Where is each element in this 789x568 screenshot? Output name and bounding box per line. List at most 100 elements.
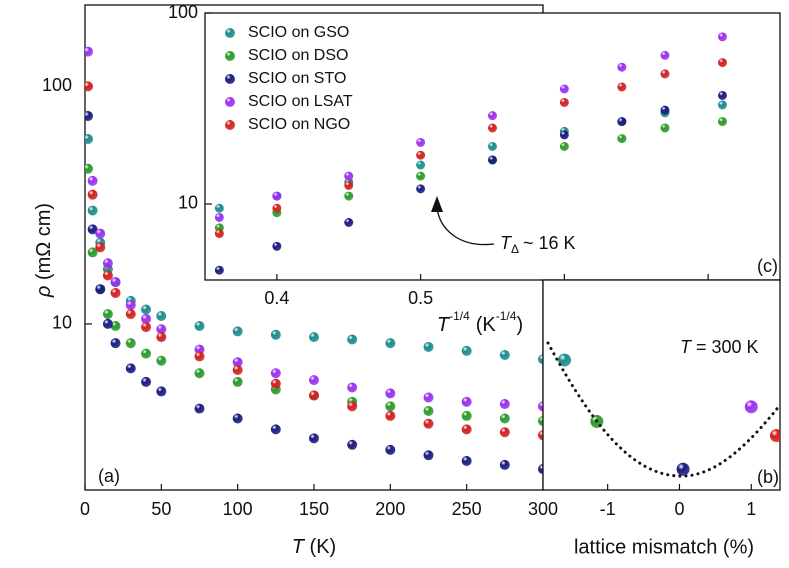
data-point <box>385 388 396 399</box>
data-point <box>156 332 167 343</box>
data-point <box>718 90 727 100</box>
data-point <box>214 229 224 239</box>
data-point <box>423 392 434 403</box>
data-point <box>125 309 136 320</box>
data-point <box>538 464 543 475</box>
y-tick-label: 10 <box>52 313 72 333</box>
data-point <box>232 364 243 375</box>
data-point <box>718 100 727 110</box>
data-point <box>156 310 167 321</box>
data-point <box>660 69 670 79</box>
data-point <box>95 242 106 253</box>
data-point <box>617 82 627 92</box>
data-point <box>87 175 98 186</box>
data-point <box>194 368 205 379</box>
data-point <box>461 455 472 466</box>
data-point <box>110 287 121 298</box>
data-point <box>102 270 113 281</box>
data-point <box>141 304 152 315</box>
data-point <box>194 403 205 414</box>
annotation: TΔ ~ 16 K <box>500 233 576 256</box>
data-point <box>538 354 543 365</box>
legend-marker <box>225 51 235 61</box>
panel-label: (c) <box>757 256 778 276</box>
data-point <box>769 429 780 443</box>
data-point <box>344 171 354 181</box>
y-tick-label: 100 <box>168 2 198 22</box>
legend-label: SCIO on GSO <box>248 24 349 41</box>
x-tick-label: 150 <box>299 499 329 519</box>
data-point <box>461 345 472 356</box>
data-point <box>125 338 136 349</box>
x-tick-label: 50 <box>151 499 171 519</box>
data-point <box>676 462 690 476</box>
data-point <box>85 163 94 174</box>
data-point <box>85 81 94 92</box>
data-point <box>744 400 758 414</box>
data-point <box>347 439 358 450</box>
data-point <box>461 410 472 421</box>
annotation-symbol: T <box>500 233 513 253</box>
data-point <box>102 318 113 329</box>
data-point <box>270 368 281 379</box>
legend-marker <box>225 120 235 130</box>
x-tick-label: 0.5 <box>408 288 433 308</box>
data-point <box>309 332 319 343</box>
data-point <box>559 97 569 107</box>
x-tick-label: 300 <box>528 499 558 519</box>
x-axis-title: lattice mismatch (%) <box>574 536 754 558</box>
data-point <box>102 309 113 320</box>
data-point <box>309 375 319 386</box>
data-point <box>194 351 205 362</box>
x-tick-label: 0 <box>80 499 90 519</box>
data-point <box>718 58 727 68</box>
data-point <box>156 355 167 366</box>
data-point <box>559 130 569 140</box>
data-point <box>95 284 106 295</box>
data-point <box>499 427 510 438</box>
data-point <box>270 378 281 389</box>
x-tick-label: 0 <box>674 499 684 519</box>
data-point <box>416 171 426 181</box>
data-point <box>85 111 94 122</box>
data-point <box>232 357 243 368</box>
data-point <box>87 224 98 235</box>
data-point <box>416 150 426 160</box>
data-point <box>110 338 121 349</box>
data-point <box>85 46 94 57</box>
legend-marker <box>225 74 235 84</box>
data-point <box>214 203 224 213</box>
data-point <box>141 348 152 359</box>
panel-label: (a) <box>98 466 120 486</box>
data-point <box>141 376 152 387</box>
data-point <box>102 258 113 269</box>
legend-label: SCIO on DSO <box>248 47 348 64</box>
data-point <box>461 424 472 435</box>
x-tick-label: 0.4 <box>264 288 289 308</box>
annotation-arrow <box>436 207 495 246</box>
data-point <box>559 142 569 151</box>
data-point <box>347 334 358 345</box>
annotation: T = 300 K <box>680 337 759 357</box>
data-point <box>141 322 152 333</box>
x-tick-label: 1 <box>746 499 756 519</box>
data-point <box>538 401 543 412</box>
data-point <box>423 341 434 352</box>
data-point <box>347 382 358 393</box>
y-axis-title: ρ (mΩ cm) <box>33 203 55 298</box>
data-point <box>385 401 396 412</box>
data-point <box>718 117 727 127</box>
annotation-symbol: T <box>680 337 693 357</box>
x-axis-unit: (K) <box>310 536 337 558</box>
data-point <box>87 247 98 258</box>
data-point <box>110 321 121 332</box>
data-point <box>488 123 497 133</box>
trend-guide <box>546 341 782 478</box>
data-point <box>538 430 543 441</box>
data-point <box>141 313 152 324</box>
data-point <box>270 329 281 340</box>
data-point <box>87 205 98 216</box>
x-axis-unit-exponent: -1/4 <box>496 309 517 323</box>
data-point <box>423 418 434 429</box>
